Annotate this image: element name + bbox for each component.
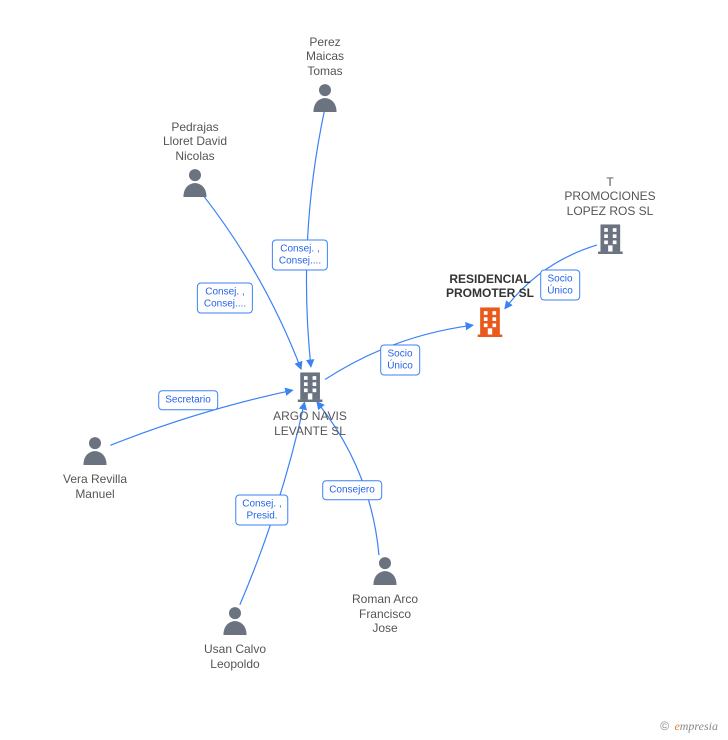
node-argo[interactable]: ARGO NAVIS LEVANTE SL — [273, 370, 347, 438]
person-icon — [371, 555, 399, 585]
node-label: RESIDENCIAL PROMOTER SL — [446, 272, 534, 301]
node-perez[interactable]: Perez Maicas Tomas — [306, 35, 344, 116]
node-label: Vera Revilla Manuel — [63, 472, 127, 501]
node-usan[interactable]: Usan Calvo Leopoldo — [204, 605, 266, 671]
person-icon — [81, 435, 109, 465]
edge-pedrajas-argo — [203, 195, 301, 369]
building-icon — [475, 305, 505, 337]
node-label: T PROMOCIONES LOPEZ ROS SL — [564, 175, 655, 218]
edge-label-usan-argo: Consej. , Presid. — [235, 495, 288, 526]
edge-perez-argo — [306, 112, 324, 367]
node-vera[interactable]: Vera Revilla Manuel — [63, 435, 127, 501]
node-pedrajas[interactable]: Pedrajas Lloret David Nicolas — [163, 120, 227, 201]
edge-label-tpromo-residencial: Socio Único — [540, 270, 580, 301]
node-label: Perez Maicas Tomas — [306, 35, 344, 78]
copyright-symbol: © — [660, 719, 669, 733]
building-icon — [595, 222, 625, 254]
node-label: Usan Calvo Leopoldo — [204, 642, 266, 671]
edge-label-pedrajas-argo: Consej. , Consej.... — [197, 283, 253, 314]
edge-label-vera-argo: Secretario — [158, 390, 218, 410]
node-label: Pedrajas Lloret David Nicolas — [163, 120, 227, 163]
copyright: © empresia — [660, 719, 718, 734]
node-residencial[interactable]: RESIDENCIAL PROMOTER SL — [446, 272, 534, 340]
edge-label-argo-residencial: Socio Único — [380, 345, 420, 376]
node-label: Roman Arco Francisco Jose — [352, 592, 418, 635]
building-icon — [295, 370, 325, 402]
network-diagram: { "diagram": { "type": "network", "backg… — [0, 0, 728, 740]
person-icon — [221, 605, 249, 635]
person-icon — [181, 167, 209, 197]
person-icon — [311, 82, 339, 112]
node-tpromo[interactable]: T PROMOCIONES LOPEZ ROS SL — [564, 175, 655, 258]
edge-vera-argo — [110, 390, 292, 445]
edge-label-perez-argo: Consej. , Consej.... — [272, 240, 328, 271]
node-label: ARGO NAVIS LEVANTE SL — [273, 409, 347, 438]
node-roman[interactable]: Roman Arco Francisco Jose — [352, 555, 418, 636]
edge-label-roman-argo: Consejero — [322, 480, 382, 500]
brand-rest: mpresia — [680, 719, 718, 733]
